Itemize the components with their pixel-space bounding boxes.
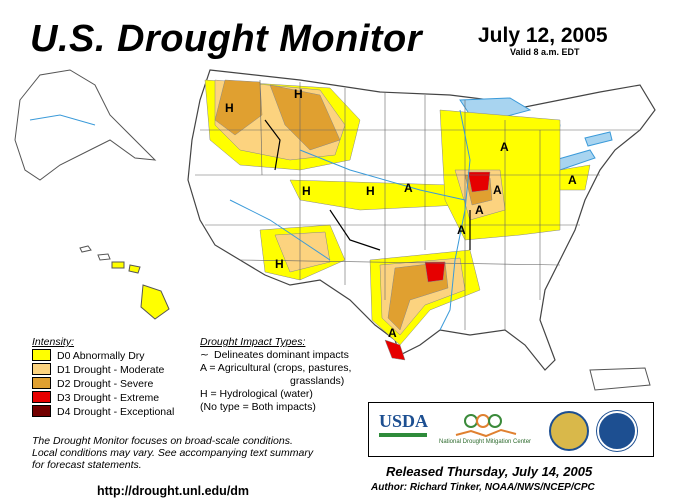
drought-d3-areas (384, 171, 491, 361)
legend-item-d1: D1 Drought - Moderate (32, 363, 174, 377)
map-label-h-4: H (366, 184, 375, 198)
swatch-d2 (32, 377, 51, 389)
alaska-river (29, 114, 96, 126)
swatch-d4 (32, 405, 51, 417)
rivers (229, 109, 471, 331)
legend-item-d3: D3 Drought - Extreme (32, 391, 174, 405)
legend-item-d4: D4 Drought - Exceptional (32, 405, 174, 419)
impact-lines (264, 119, 471, 251)
map-label-h-3: H (302, 184, 311, 198)
usda-logo: USDA (379, 411, 429, 431)
release-date: Released Thursday, July 14, 2005 (386, 464, 593, 479)
usda-logo-bar (379, 433, 427, 437)
impact-line-agricultural: A = Agricultural (crops, pastures, (200, 362, 352, 374)
map-label-a-5: A (493, 183, 502, 197)
state-lines (195, 79, 640, 330)
impact-legend: Drought Impact Types: ∼ Delineates domina… (200, 336, 351, 414)
swatch-d0 (32, 349, 51, 361)
page-title: U.S. Drought Monitor (30, 18, 423, 60)
map-label-a-3: A (475, 203, 484, 217)
impact-line-both: (No type = Both impacts) (200, 401, 316, 413)
valid-time: Valid 8 a.m. EDT (510, 47, 580, 57)
puerto-rico-outline (589, 367, 651, 391)
disclaimer-note: The Drought Monitor focuses on broad-sca… (32, 435, 314, 471)
map-label-h-5: H (275, 257, 284, 271)
swatch-d3 (32, 391, 51, 403)
author-credit: Author: Richard Tinker, NOAA/NWS/NCEP/CP… (371, 482, 595, 493)
legend-item-d0: D0 Abnormally Dry (32, 349, 174, 363)
ndmc-logo-icon (455, 414, 517, 438)
map-label-a-2: A (500, 140, 509, 154)
commerce-seal-icon (549, 411, 589, 451)
map-label-a-1: A (404, 181, 413, 195)
map-label-a-7: A (388, 326, 397, 340)
noaa-logo-icon (597, 411, 637, 451)
alaska-outline (14, 69, 157, 181)
intensity-legend: Intensity: D0 Abnormally Dry D1 Drought … (32, 336, 174, 419)
ndmc-label: National Drought Mitigation Center (439, 439, 532, 445)
impact-line-delineates: ∼ Delineates dominant impacts (200, 349, 349, 361)
impact-heading: Drought Impact Types: (200, 336, 306, 348)
logos-panel: USDA National Drought Mitigation Center (368, 402, 654, 457)
impact-line-grasslands: grasslands) (290, 375, 345, 387)
map-label-a-6: A (568, 173, 577, 187)
map-date: July 12, 2005 (478, 24, 608, 47)
impact-line-hydrological: H = Hydrological (water) (200, 388, 313, 400)
legend-item-d2: D2 Drought - Severe (32, 377, 174, 391)
map-label-a-4: A (457, 223, 466, 237)
intensity-heading: Intensity: (32, 336, 75, 348)
map-label-h-2: H (294, 87, 303, 101)
map-label-h-1: H (225, 101, 234, 115)
drought-monitor-url[interactable]: http://drought.unl.edu/dm (97, 484, 250, 498)
hawaii-islands (79, 245, 170, 320)
impact-boundary-icon: ∼ (200, 349, 209, 361)
swatch-d1 (32, 363, 51, 375)
